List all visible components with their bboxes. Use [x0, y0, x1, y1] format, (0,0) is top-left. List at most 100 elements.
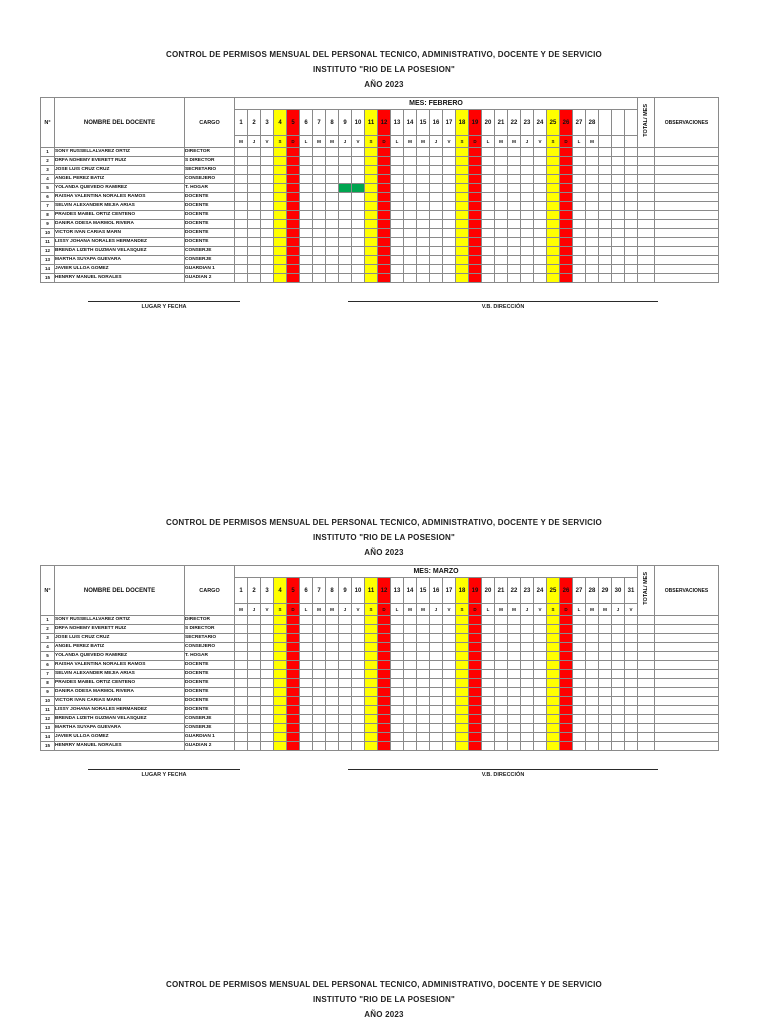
- day-cell: [572, 705, 586, 715]
- staff-number-cell: 15: [40, 741, 55, 751]
- day-cell: [494, 687, 508, 697]
- day-number-header: 7: [312, 109, 326, 136]
- day-cell: [247, 732, 261, 742]
- observaciones-cell: [654, 246, 719, 256]
- day-cell: [442, 246, 456, 256]
- day-cell: [299, 732, 313, 742]
- day-cell: [299, 255, 313, 265]
- day-cell: [286, 192, 300, 202]
- day-cell: [364, 192, 378, 202]
- day-cell: [247, 192, 261, 202]
- observaciones-cell: [654, 201, 719, 211]
- blank-day-cell: [598, 192, 612, 202]
- weekday-letter-header: J: [247, 603, 261, 616]
- day-cell: [494, 714, 508, 724]
- weekday-letter-header: L: [390, 603, 404, 616]
- day-cell: [442, 210, 456, 220]
- staff-name-cell: SELVIN ALEXANDER MEJIA ARIAS: [54, 201, 185, 211]
- staff-name-cell: ANGEL PEREZ BATIZ: [54, 642, 185, 652]
- day-number-header: 17: [442, 109, 456, 136]
- weekday-letter-header: V: [351, 603, 365, 616]
- day-cell: [273, 678, 287, 688]
- day-cell: [494, 201, 508, 211]
- day-cell: [611, 714, 625, 724]
- staff-cargo-cell: DOCENTE: [184, 696, 235, 706]
- day-cell: [403, 660, 417, 670]
- day-cell: [507, 147, 521, 157]
- day-cell: [585, 615, 599, 625]
- day-cell: [533, 723, 547, 733]
- name-header: NOMBRE DEL DOCENTE: [54, 97, 185, 148]
- day-cell: [572, 219, 586, 229]
- day-cell: [299, 714, 313, 724]
- day-cell: [299, 678, 313, 688]
- staff-name-cell: YOLANDA QUEVEDO RAMIREZ: [54, 651, 185, 661]
- blank-day-cell: [598, 183, 612, 193]
- weekday-letter-header: V: [442, 603, 456, 616]
- staff-name-cell: YOLANDA QUEVEDO RAMIREZ: [54, 183, 185, 193]
- staff-row: 12 BRENDA LIZETH GUZMAN VELASQUEZ CONSERJE: [40, 246, 719, 256]
- staff-row: 4 ANGEL PEREZ BATIZ CONSEJERO: [40, 642, 719, 652]
- day-cell: [247, 264, 261, 274]
- day-cell: [624, 714, 638, 724]
- day-number-header: 14: [403, 577, 417, 604]
- day-number-header: 1: [234, 577, 248, 604]
- blank-day-cell: [611, 147, 625, 157]
- staff-number-cell: 6: [40, 192, 55, 202]
- day-cell: [546, 615, 560, 625]
- staff-cargo-cell: DOCENTE: [184, 201, 235, 211]
- day-number-header: 19: [468, 109, 482, 136]
- day-cell: [312, 714, 326, 724]
- day-cell: [533, 201, 547, 211]
- day-number-header: 8: [325, 577, 339, 604]
- day-cell: [507, 255, 521, 265]
- day-cell: [247, 714, 261, 724]
- staff-number-cell: 11: [40, 237, 55, 247]
- day-cell: [234, 264, 248, 274]
- day-cell: [338, 714, 352, 724]
- day-cell: [520, 696, 534, 706]
- day-cell: [403, 273, 417, 283]
- total-cell: [637, 219, 655, 229]
- day-cell: [429, 219, 443, 229]
- day-cell: [572, 156, 586, 166]
- day-cell: [403, 732, 417, 742]
- staff-row: 9 DANIRA ODESA MARMOL RIVERA DOCENTE: [40, 219, 719, 229]
- cargo-header: CARGO: [184, 97, 235, 148]
- observaciones-cell: [654, 255, 719, 265]
- day-cell: [325, 624, 339, 634]
- staff-number-cell: 11: [40, 705, 55, 715]
- day-cell: [416, 669, 430, 679]
- day-cell: [468, 624, 482, 634]
- day-cell: [468, 741, 482, 751]
- day-cell: [507, 174, 521, 184]
- day-cell: [273, 615, 287, 625]
- day-cell: [533, 192, 547, 202]
- blank-letter-header: [598, 135, 612, 148]
- staff-number-cell: 9: [40, 219, 55, 229]
- day-cell: [364, 687, 378, 697]
- day-cell: [572, 687, 586, 697]
- day-cell: [286, 723, 300, 733]
- day-cell: [559, 273, 573, 283]
- day-cell: [273, 174, 287, 184]
- day-cell: [429, 642, 443, 652]
- day-cell: [455, 219, 469, 229]
- day-cell: [559, 183, 573, 193]
- day-cell: [325, 174, 339, 184]
- day-cell: [481, 255, 495, 265]
- day-cell: [260, 633, 274, 643]
- day-cell: [390, 237, 404, 247]
- staff-name-cell: JAVIER ULLOA GOMEZ: [54, 732, 185, 742]
- day-cell: [312, 246, 326, 256]
- day-cell: [247, 696, 261, 706]
- day-cell: [507, 156, 521, 166]
- day-cell: [624, 660, 638, 670]
- day-cell: [442, 228, 456, 238]
- day-cell: [325, 705, 339, 715]
- total-cell: [637, 165, 655, 175]
- day-cell: [325, 165, 339, 175]
- day-cell: [559, 687, 573, 697]
- day-cell: [624, 687, 638, 697]
- observaciones-cell: [654, 705, 719, 715]
